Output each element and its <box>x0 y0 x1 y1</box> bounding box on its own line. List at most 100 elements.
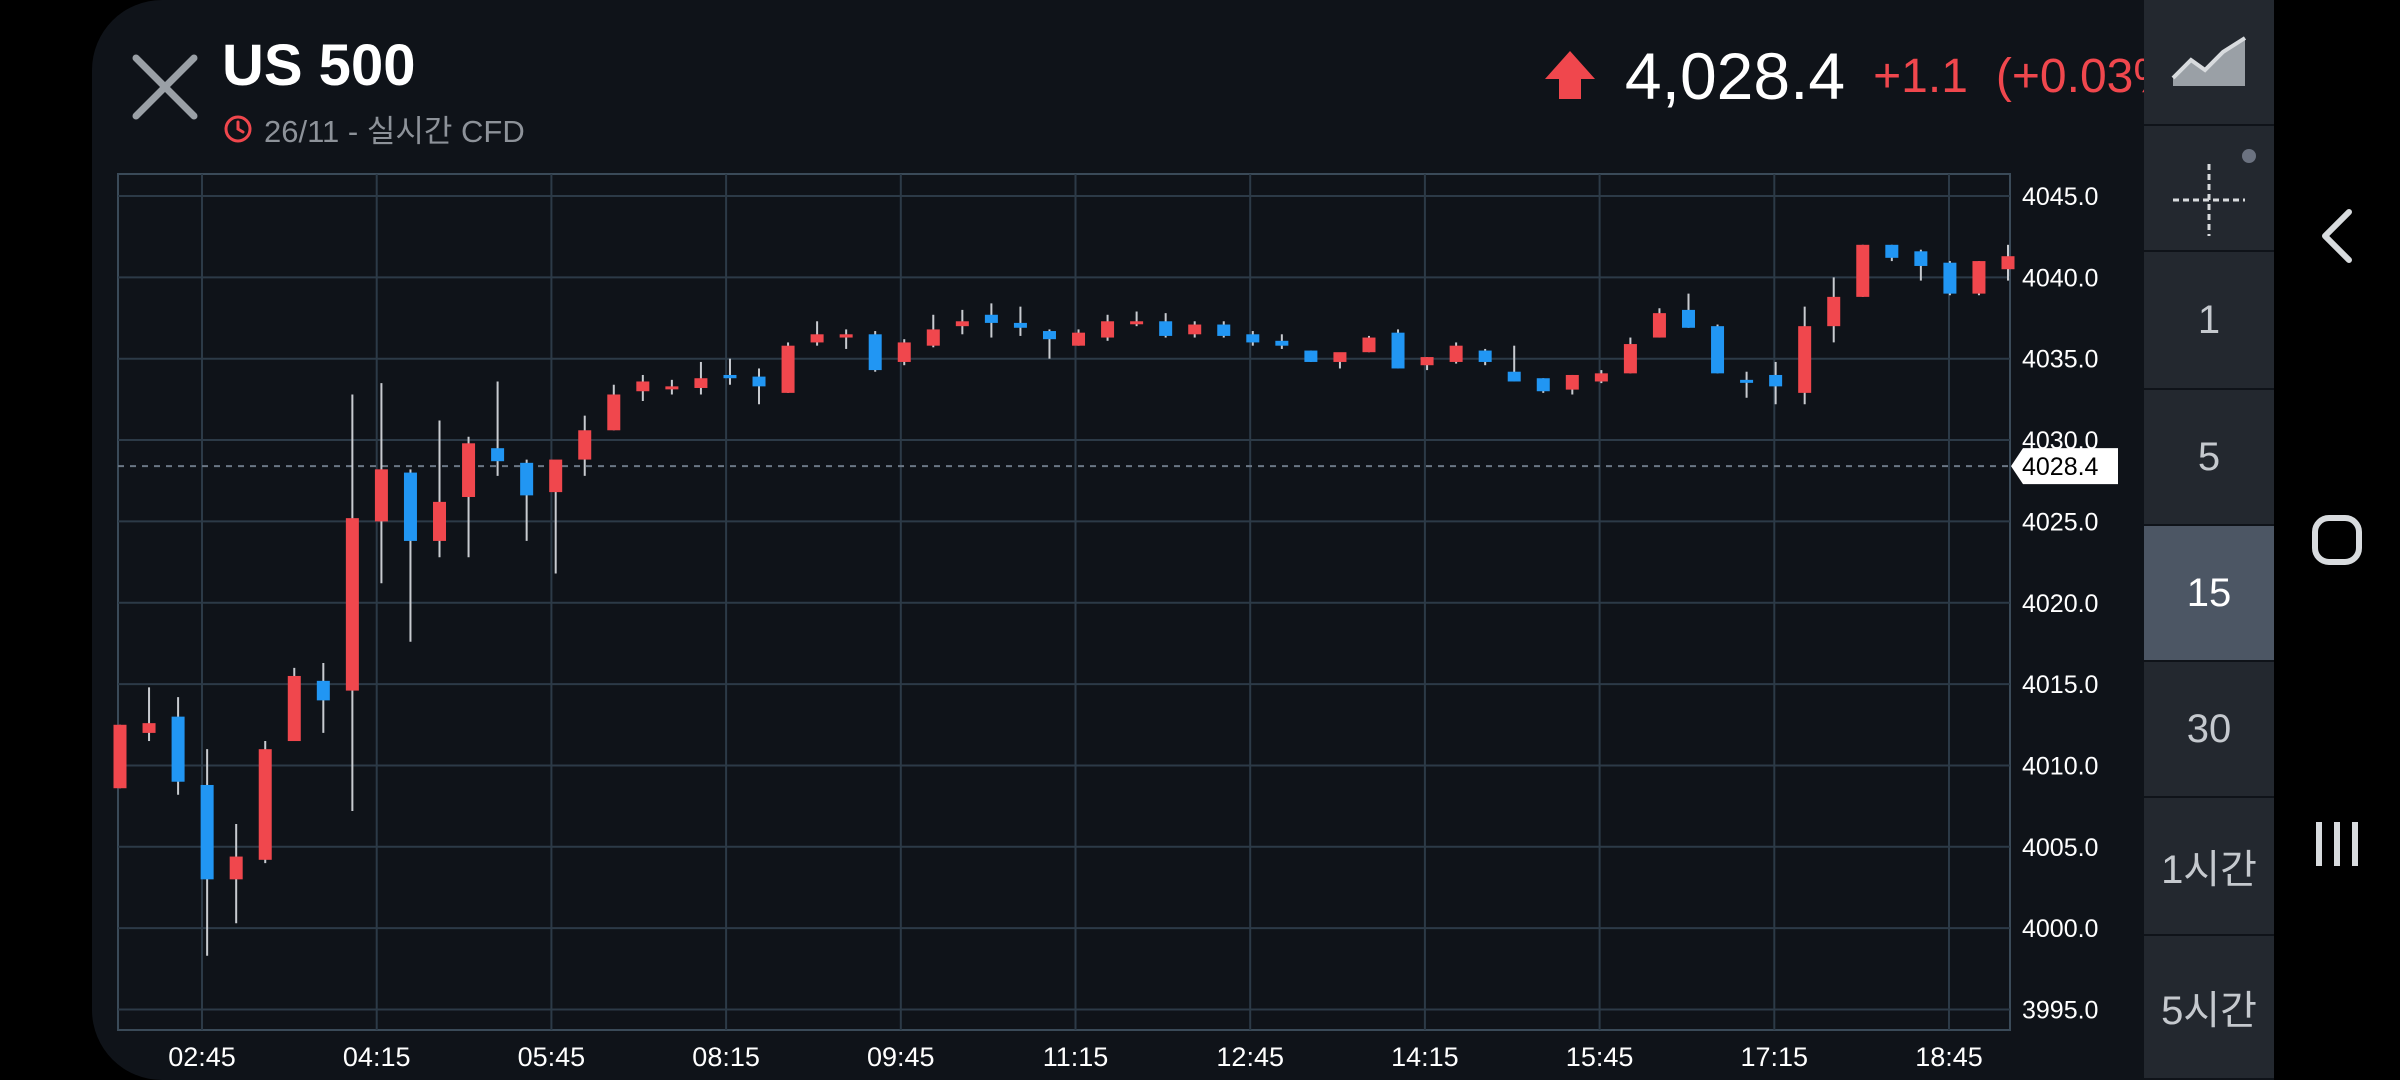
candle-body <box>374 469 388 522</box>
x-tick-label: 15:45 <box>1566 1042 1634 1072</box>
candle-body <box>1769 374 1783 387</box>
x-tick-label: 04:15 <box>343 1042 411 1072</box>
candle-body <box>1188 324 1202 335</box>
up-arrow-icon <box>1544 51 1595 99</box>
instrument-title: US 500 <box>222 33 416 98</box>
candle-body <box>2001 256 2015 270</box>
candle-body <box>1943 262 1957 294</box>
candle-body <box>462 443 476 497</box>
candle-body <box>1827 296 1841 327</box>
candle-body <box>1507 371 1521 382</box>
system-nav-bar <box>2274 0 2400 1080</box>
x-tick-label: 05:45 <box>518 1042 586 1072</box>
candle-body <box>781 345 795 393</box>
candle-body <box>1856 244 1870 297</box>
candle-body <box>752 376 766 387</box>
crosshair-icon <box>2173 149 2256 236</box>
timeframe-1[interactable]: 1 <box>2144 252 2274 390</box>
candle-body <box>1914 251 1928 266</box>
candle-body <box>665 386 679 390</box>
candle-body <box>520 462 534 496</box>
y-tick-label: 4005.0 <box>2022 834 2098 862</box>
y-tick-label: 4040.0 <box>2022 264 2098 292</box>
candle-body <box>1478 350 1492 362</box>
chart-sidebar: 1 5 15 30 1시간 5시간 <box>2144 0 2274 1080</box>
current-price-label: 4028.4 <box>2011 448 2118 485</box>
candle-body <box>171 716 185 782</box>
area-chart-icon <box>2171 36 2247 86</box>
candle-body <box>1362 337 1376 353</box>
recents-nav-button[interactable] <box>2274 816 2400 872</box>
candle-body <box>403 472 417 541</box>
candle-body <box>636 381 650 392</box>
price-change: +1.1 <box>1873 49 1968 103</box>
crosshair-button[interactable] <box>2144 126 2274 252</box>
candle-body <box>1972 261 1986 294</box>
candle-body <box>113 724 127 789</box>
timeframe-15[interactable]: 15 <box>2144 526 2274 662</box>
current-price: 4,028.4 <box>1624 39 1846 113</box>
timeframe-5h[interactable]: 5시간 <box>2144 936 2274 1080</box>
x-tick-label: 17:15 <box>1741 1042 1809 1072</box>
candle-body <box>897 342 911 362</box>
candle-body <box>810 334 824 343</box>
close-icon[interactable] <box>130 52 200 122</box>
candle-body <box>1740 379 1754 383</box>
x-tick-label: 18:45 <box>1915 1042 1983 1072</box>
candle-body <box>1681 309 1695 328</box>
x-tick-label: 08:15 <box>692 1042 760 1072</box>
x-tick-label: 12:45 <box>1216 1042 1284 1072</box>
chart-type-button[interactable] <box>2144 0 2274 126</box>
y-tick-label: 3995.0 <box>2022 997 2098 1025</box>
candle-body <box>200 784 214 880</box>
candle-body <box>1101 321 1115 338</box>
candlestick-chart[interactable]: 4045.04040.04035.04030.04025.04020.04015… <box>0 0 2144 1080</box>
candle-body <box>1246 334 1260 343</box>
candle-body <box>1333 352 1347 362</box>
candle-body <box>984 314 998 323</box>
candle-body <box>1042 331 1056 340</box>
home-nav-button[interactable] <box>2274 512 2400 568</box>
candle-body <box>1594 373 1608 382</box>
home-square-icon <box>2312 515 2362 565</box>
candle-body <box>1623 344 1637 374</box>
y-tick-label: 4045.0 <box>2022 183 2098 211</box>
clock-icon <box>224 115 252 142</box>
candle-body <box>287 675 301 742</box>
y-tick-label: 4025.0 <box>2022 508 2098 536</box>
candle-body <box>1536 378 1550 392</box>
candle-body <box>345 518 359 691</box>
candle-body <box>229 856 243 880</box>
candle-body <box>1275 340 1289 346</box>
candle-body <box>1217 324 1231 336</box>
subtitle-text: 26/11 - 실시간 CFD <box>264 114 525 149</box>
timeframe-30[interactable]: 30 <box>2144 662 2274 798</box>
candle-body <box>1304 350 1318 362</box>
candle-body <box>1420 357 1434 366</box>
x-tick-label: 11:15 <box>1043 1042 1109 1072</box>
candle-body <box>316 680 330 701</box>
candle-body <box>433 501 447 541</box>
y-tick-label: 4000.0 <box>2022 915 2098 943</box>
candle-body <box>1449 345 1463 362</box>
x-tick-label: 09:45 <box>867 1042 935 1072</box>
candle-body <box>1652 313 1666 338</box>
candle-body <box>723 374 737 379</box>
timeframe-5[interactable]: 5 <box>2144 390 2274 526</box>
candle-body <box>1159 321 1173 336</box>
recents-icon <box>2316 822 2358 866</box>
chevron-left-icon <box>2322 209 2352 263</box>
candle-body <box>1072 332 1086 346</box>
timeframe-1h[interactable]: 1시간 <box>2144 798 2274 936</box>
y-tick-label: 4035.0 <box>2022 346 2098 374</box>
candle-body <box>1798 326 1812 393</box>
candle-body <box>694 378 708 388</box>
candle-body <box>1013 322 1027 328</box>
candle-body <box>142 723 156 733</box>
candle-body <box>926 329 940 346</box>
candle-body <box>578 430 592 460</box>
back-nav-button[interactable] <box>2274 208 2400 264</box>
candle-body <box>1711 326 1725 374</box>
price-label-text: 4028.4 <box>2022 453 2099 481</box>
candle-body <box>258 749 272 860</box>
